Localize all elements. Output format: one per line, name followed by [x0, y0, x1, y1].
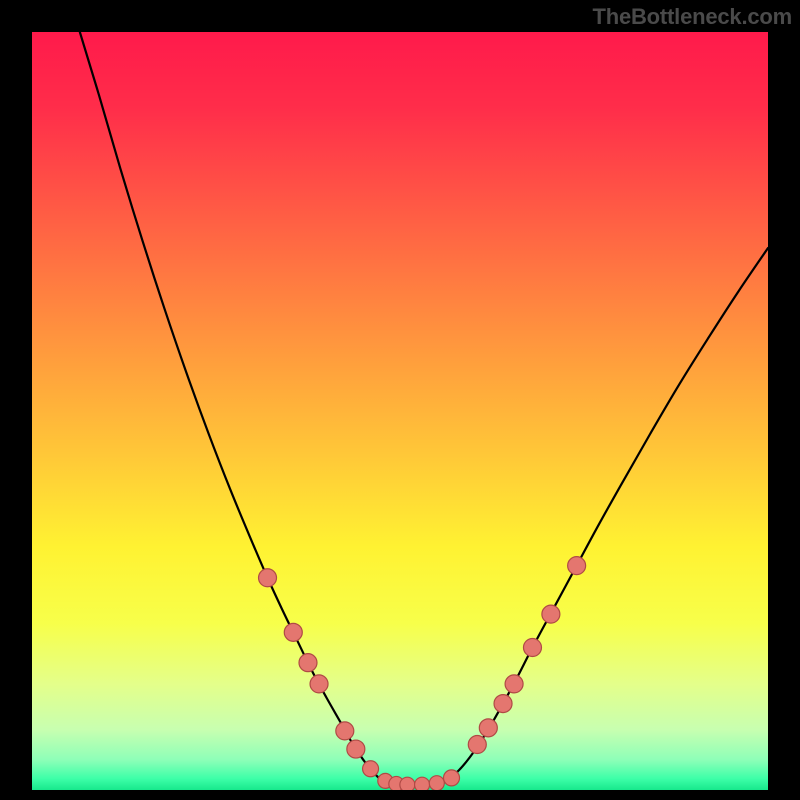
bottleneck-chart — [32, 32, 768, 790]
chart-background-gradient — [32, 32, 768, 790]
frame-bottom — [0, 790, 800, 800]
watermark-label: TheBottleneck.com — [592, 4, 792, 30]
frame-right — [768, 0, 800, 800]
frame-left — [0, 0, 32, 800]
